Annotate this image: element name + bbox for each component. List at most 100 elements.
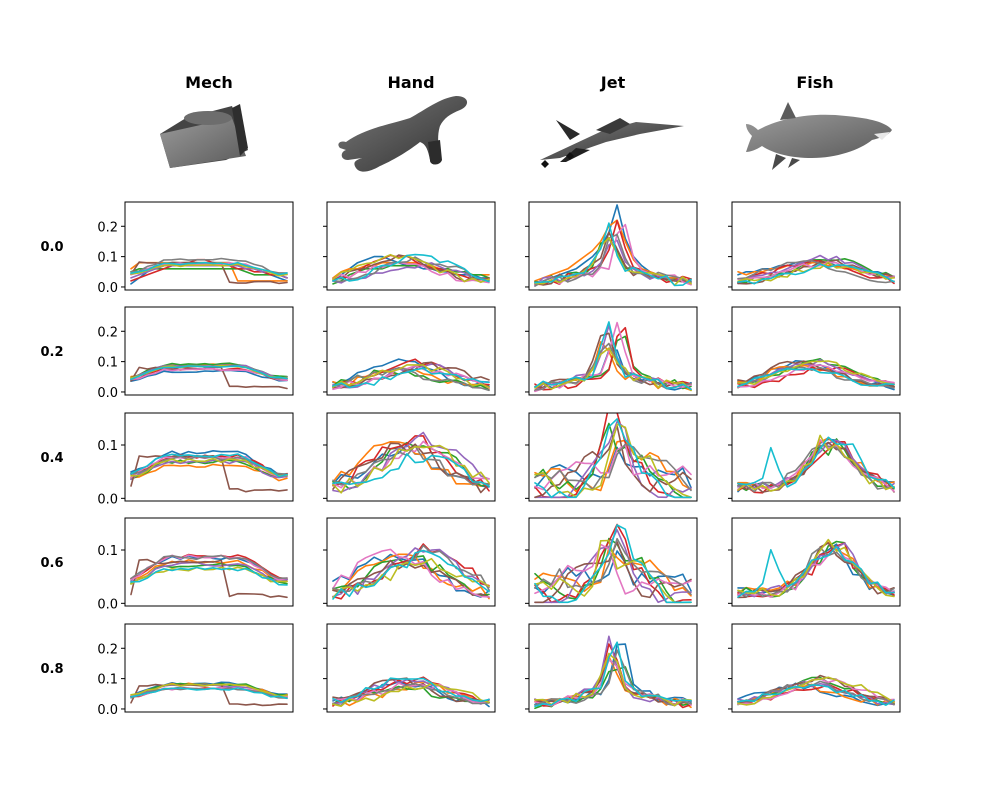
- subplot-jet-0-0: [525, 201, 698, 291]
- series-line-10: [130, 566, 288, 586]
- series-line-7: [534, 444, 692, 491]
- series-line-9: [332, 444, 490, 494]
- mech-shape-image: [160, 104, 248, 168]
- y-tick-label: 0.1: [97, 251, 118, 266]
- series-line-10: [130, 365, 288, 381]
- series-line-10: [130, 687, 288, 700]
- column-title-mech: Mech: [185, 73, 233, 92]
- series-line-9: [737, 434, 895, 492]
- series-line-8: [534, 443, 692, 492]
- y-tick-label: 0.2: [97, 325, 118, 340]
- series-line-8: [737, 366, 895, 389]
- subplot-frame: [731, 517, 901, 607]
- subplot-frame: [326, 412, 496, 502]
- series-line-10: [332, 253, 490, 283]
- series-line-8: [130, 257, 288, 274]
- subplot-frame: [528, 201, 698, 291]
- series-line-9: [534, 539, 692, 604]
- subplot-mech-0-8: 0.0 0.1 0.2: [97, 623, 294, 718]
- subplot-jet-0-4: [525, 412, 698, 502]
- subplot-frame: [731, 306, 901, 396]
- subplot-frame: [326, 306, 496, 396]
- series-line-5: [332, 547, 490, 598]
- subplot-fish-0-8: [728, 623, 901, 713]
- subplot-frame: [731, 201, 901, 291]
- series-line-9: [130, 566, 288, 585]
- subplot-frame: [326, 201, 496, 291]
- y-tick-label: 0.1: [97, 673, 118, 688]
- series-line-4: [332, 254, 490, 281]
- y-tick-label: 0.0: [97, 386, 118, 401]
- jet-shape-image: [540, 118, 684, 168]
- subplot-fish-0-0: [728, 201, 901, 291]
- y-tick-label: 0.1: [97, 439, 118, 454]
- series-line-10: [737, 684, 895, 707]
- series-line-10: [737, 367, 895, 388]
- y-tick-label: 0.0: [97, 703, 118, 718]
- subplot-mech-0-4: 0.0 0.1: [97, 412, 294, 507]
- series-line-10: [130, 261, 288, 276]
- y-tick-label: 0.0: [97, 597, 118, 612]
- series-line-5: [130, 561, 288, 583]
- series-line-8: [332, 444, 490, 486]
- series-line-9: [737, 360, 895, 386]
- subplot-mech-0-0: 0.0 0.1 0.2: [97, 201, 294, 296]
- row-label-0-4: 0.4: [40, 451, 63, 466]
- series-line-8: [534, 537, 692, 596]
- hand-shape-image: [338, 96, 468, 172]
- subplot-frame: [528, 623, 698, 713]
- series-line-10: [534, 641, 692, 708]
- series-line-10: [737, 263, 895, 285]
- series-line-10: [332, 549, 490, 600]
- subplot-hand-0-4: [323, 412, 496, 502]
- series-line-9: [332, 682, 490, 708]
- y-tick-label: 0.1: [97, 544, 118, 559]
- subplot-frame: [528, 517, 698, 607]
- subplot-jet-0-8: [525, 623, 698, 713]
- series-line-5: [130, 459, 288, 481]
- series-line-10: [534, 524, 692, 604]
- subplot-frame: [124, 306, 294, 396]
- series-line-10: [332, 677, 490, 704]
- series-line-10: [332, 453, 490, 487]
- series-line-6: [332, 442, 490, 494]
- series-line-10: [534, 222, 692, 287]
- series-line-10: [534, 418, 692, 499]
- row-label-0-0: 0.0: [40, 240, 63, 255]
- series-line-5: [534, 420, 692, 499]
- subplot-jet-0-2: [525, 306, 698, 396]
- subplot-grid: 0.00.00.10.20.20.00.10.20.40.00.10.60.00…: [40, 201, 901, 718]
- column-title-hand: Hand: [387, 73, 434, 92]
- subplot-frame: [124, 623, 294, 713]
- subplot-frame: [731, 623, 901, 713]
- series-line-4: [737, 259, 895, 285]
- series-line-8: [737, 259, 895, 284]
- column-title-fish: Fish: [796, 73, 833, 92]
- series-line-9: [332, 253, 490, 284]
- series-line-10: [332, 367, 490, 389]
- series-line-6: [332, 559, 490, 599]
- series-line-7: [332, 682, 490, 704]
- subplot-frame: [124, 412, 294, 502]
- series-line-7: [534, 543, 692, 595]
- subplot-fish-0-6: [728, 517, 901, 607]
- series-line-9: [737, 676, 895, 706]
- series-line-10: [534, 321, 692, 391]
- y-tick-label: 0.2: [97, 220, 118, 235]
- subplot-frame: [326, 517, 496, 607]
- subplot-fish-0-4: [728, 412, 901, 502]
- series-line-6: [332, 677, 490, 704]
- subplot-hand-0-2: [323, 306, 496, 396]
- row-label-0-2: 0.2: [40, 345, 63, 360]
- series-line-8: [737, 680, 895, 706]
- y-tick-label: 0.1: [97, 356, 118, 371]
- series-line-7: [737, 364, 895, 388]
- subplot-mech-0-6: 0.0 0.1: [97, 517, 294, 612]
- subplot-hand-0-6: [323, 517, 496, 607]
- series-line-9: [130, 457, 288, 477]
- series-line-9: [737, 538, 895, 598]
- subplot-frame: [528, 412, 698, 502]
- subplot-frame: [124, 201, 294, 291]
- series-line-1: [130, 369, 288, 383]
